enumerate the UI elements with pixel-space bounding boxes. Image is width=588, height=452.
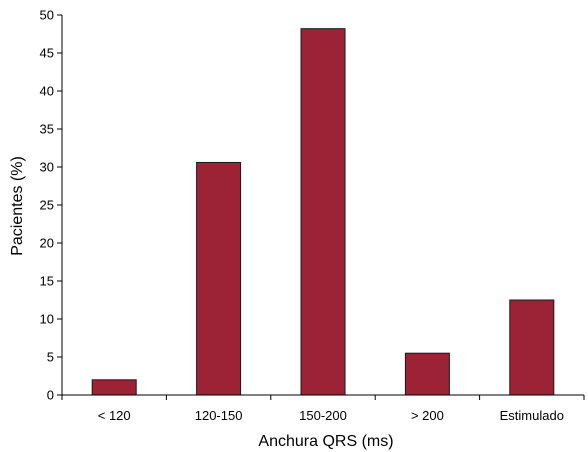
bar [197,162,241,395]
y-tick-label: 5 [47,350,54,365]
y-tick-label: 0 [47,388,54,403]
y-tick-label: 45 [40,46,54,61]
bar [510,300,554,395]
bar [92,380,136,395]
x-tick-label: > 200 [411,408,444,423]
x-axis-title: Anchura QRS (ms) [258,433,393,450]
bar [301,29,345,395]
x-axis: < 120 120-150 150-200 > 200 Estimulado [62,395,584,423]
x-tick-label: Estimulado [500,408,564,423]
bars-group [92,29,554,395]
y-tick-label: 15 [40,274,54,289]
y-tick-label: 30 [40,160,54,175]
bar [405,353,449,395]
x-tick-label: < 120 [98,408,131,423]
y-axis: 0 5 10 15 20 25 30 35 40 45 50 [40,8,62,403]
y-axis-title: Pacientes (%) [9,156,26,256]
x-tick-label: 150-200 [299,408,347,423]
y-tick-label: 40 [40,84,54,99]
y-tick-label: 20 [40,236,54,251]
y-tick-label: 35 [40,122,54,137]
y-tick-label: 50 [40,8,54,23]
y-tick-label: 10 [40,312,54,327]
y-tick-label: 25 [40,198,54,213]
x-tick-label: 120-150 [195,408,243,423]
